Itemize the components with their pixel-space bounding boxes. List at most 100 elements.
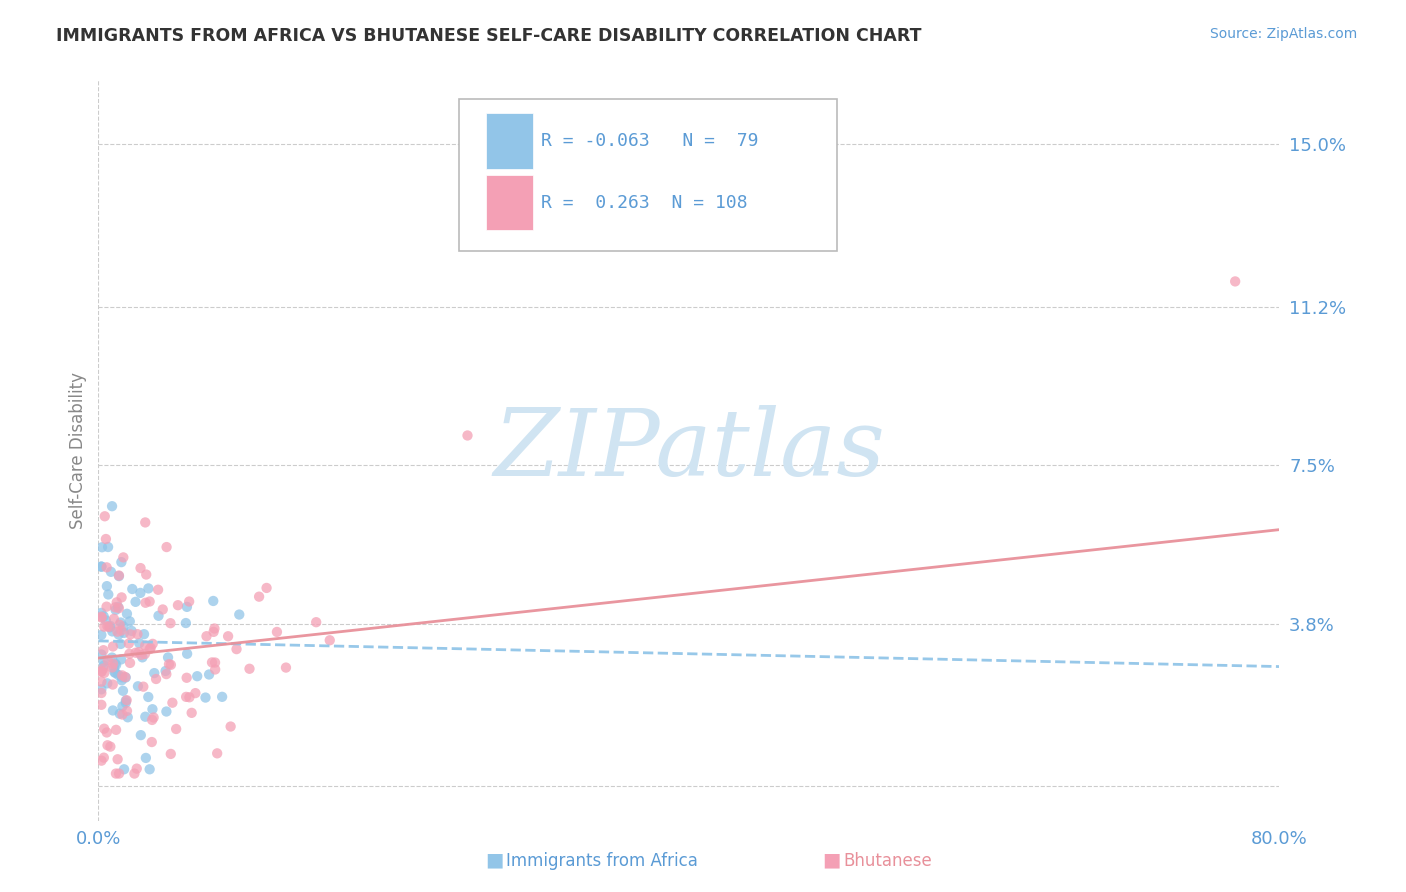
Point [103,661,125,675]
Point [105,595,128,609]
Point [141,713,163,727]
Point [96,676,118,690]
Point [204,622,226,636]
Point [129,728,152,742]
Point [114,696,136,710]
Point [132,680,155,694]
Point [110,591,132,605]
Point [94,509,117,524]
Point [129,586,152,600]
Point [174,690,197,704]
Point [104,766,127,780]
Point [201,656,224,670]
Point [111,668,134,682]
Point [194,690,217,705]
Point [96,725,118,739]
Point [108,617,131,632]
Point [101,657,124,671]
Y-axis label: Self-Care Disability: Self-Care Disability [69,372,87,529]
Point [266,624,288,639]
Point [118,636,141,650]
Point [108,568,131,582]
Point [90,609,112,624]
Point [97,653,120,667]
Point [105,657,128,672]
Point [101,624,124,639]
Point [152,602,174,616]
Point [103,612,125,626]
Point [101,640,124,654]
Point [142,710,165,724]
Point [195,629,218,643]
Point [1225,274,1247,288]
Point [141,735,163,749]
Point [155,667,177,681]
Point [97,540,120,554]
Point [145,672,167,686]
Point [125,762,148,776]
Point [135,567,157,582]
Point [90,698,112,712]
Point [105,723,128,737]
Point [107,624,129,639]
Point [155,705,177,719]
Point [179,690,201,705]
Point [115,693,138,707]
Text: ZIPatlas: ZIPatlas [494,406,884,495]
Text: Bhutanese: Bhutanese [844,852,932,870]
Point [205,747,228,761]
Point [90,606,112,620]
Point [93,609,115,624]
Point [274,660,297,674]
Point [128,645,150,659]
Point [135,596,157,610]
Point [96,560,118,574]
Point [103,665,125,680]
Point [165,722,187,736]
Point [91,541,114,555]
Text: ■: ■ [823,851,841,870]
Point [319,633,342,648]
Point [112,550,135,565]
Point [112,619,135,633]
Point [128,636,150,650]
Text: R =  0.263  N = 108: R = 0.263 N = 108 [541,194,748,212]
Point [138,582,160,596]
FancyBboxPatch shape [458,99,837,251]
Point [93,643,115,657]
Point [138,762,160,776]
Point [120,627,142,641]
Point [104,657,127,671]
Point [90,682,112,697]
Point [96,619,118,633]
Text: Immigrants from Africa: Immigrants from Africa [506,852,697,870]
Point [176,671,198,685]
Point [107,599,129,614]
Point [228,607,250,622]
FancyBboxPatch shape [486,113,533,169]
Point [117,710,139,724]
Point [305,615,328,630]
Point [131,650,153,665]
Text: R = -0.063   N =  79: R = -0.063 N = 79 [541,132,759,151]
Point [157,657,180,672]
Point [90,686,112,700]
Point [174,615,197,630]
Point [94,613,117,627]
Point [110,615,132,630]
Point [129,561,152,575]
Point [93,655,115,669]
Point [139,640,162,655]
Point [134,647,156,661]
Point [159,747,181,761]
Point [186,669,208,683]
Point [93,665,115,680]
Point [457,428,479,442]
Point [93,658,115,673]
Point [90,754,112,768]
Point [176,599,198,614]
Point [127,679,149,693]
Point [90,665,112,679]
Point [110,624,132,638]
Point [112,762,135,776]
